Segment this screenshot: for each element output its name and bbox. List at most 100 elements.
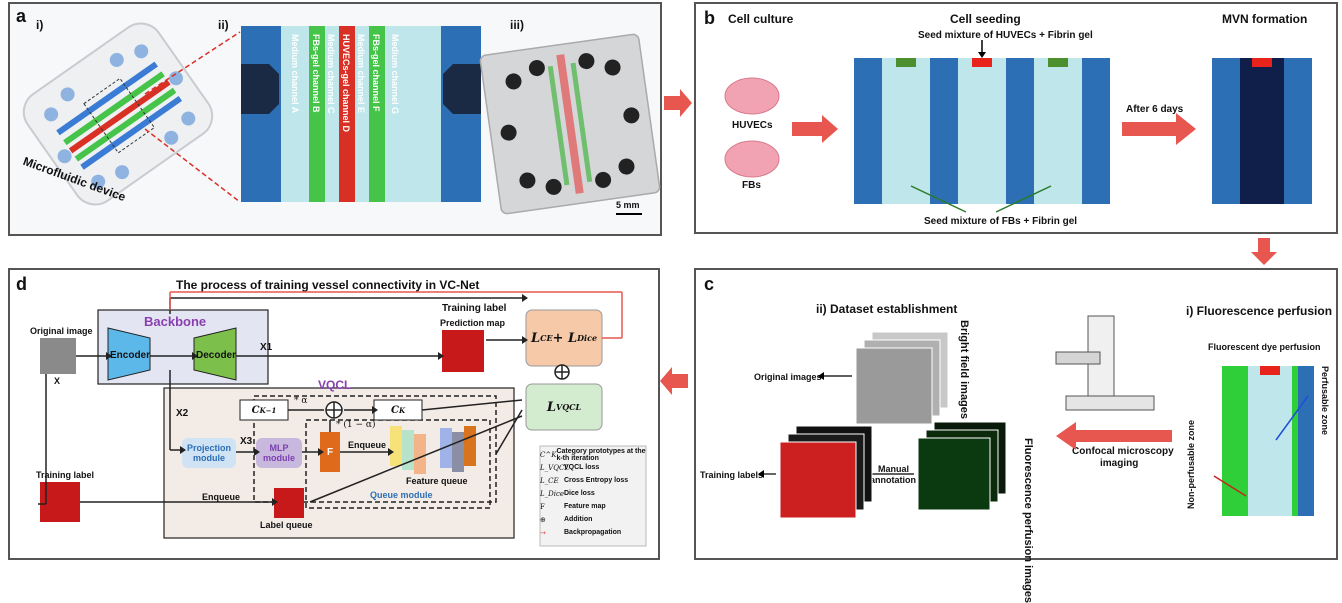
- legend-item: C^K Category prototypes at the k-th iter…: [540, 447, 646, 462]
- ck1-text: C: [251, 404, 260, 416]
- channel-label-g: Medium channel G: [390, 34, 400, 115]
- enqueue-label-1: Enqueue: [348, 440, 387, 450]
- loss-main-l1: L: [530, 330, 541, 346]
- seed-huvec-label: Seed mixture of HUVECs + Fibrin gel: [918, 30, 1093, 41]
- legend-item: F Feature map: [540, 500, 646, 513]
- alpha-label: * α: [294, 396, 308, 406]
- panel-b-label: b: [704, 8, 715, 28]
- after-days-label: After 6 days: [1126, 104, 1184, 115]
- x-label: X: [54, 376, 61, 386]
- training-labels-label: Training labels: [700, 470, 764, 480]
- channel-label-a: Medium channel A: [290, 34, 300, 114]
- decoder-label: Decoder: [196, 350, 237, 361]
- loss-main-plus: + L: [552, 330, 578, 346]
- panel-d-title: The process of training vessel connectiv…: [176, 278, 480, 292]
- training-label-top: Training label: [442, 303, 507, 314]
- loss-main: L CE + L Dice: [526, 310, 602, 366]
- legend-symbol: L_CE: [540, 476, 559, 485]
- legend-item: ⊕ Addition: [540, 513, 646, 526]
- legend-symbol: →: [540, 528, 546, 537]
- legend-item: → Backpropagation: [540, 526, 646, 539]
- projection-text-1: Projection: [186, 443, 231, 453]
- panel-arrows: [660, 89, 1277, 395]
- legend-desc: Backpropagation: [564, 529, 622, 536]
- legend-desc: Addition: [564, 516, 593, 523]
- loss-main-sub1: CE: [540, 333, 553, 343]
- legend-item: L_Dice Dice loss: [540, 487, 646, 500]
- mvn-formation-title: MVN formation: [1222, 12, 1308, 26]
- huvecs-label: HUVECs: [732, 120, 773, 131]
- vqcl-label: VQCL: [318, 378, 352, 392]
- panel-a-sub-i: i): [36, 18, 44, 32]
- legend-symbol: C^K: [540, 450, 557, 459]
- label-queue-label: Label queue: [260, 520, 313, 530]
- queue-module-label: Queue module: [370, 490, 433, 500]
- panel-c: c ii) Dataset establishment i) Fluoresce…: [694, 268, 1338, 603]
- feature-queue-label: Feature queue: [406, 476, 468, 486]
- loss-vqcl-sub: VQCL: [555, 402, 582, 412]
- manual-label-2: annotation: [870, 475, 916, 485]
- backbone-label: Backbone: [144, 314, 207, 329]
- ck-text: C: [390, 404, 399, 416]
- legend-desc: Category prototypes at the k-th iteratio…: [556, 447, 646, 462]
- cell-seeding-illustration: [724, 40, 1312, 213]
- panel-a-sub-iii: iii): [510, 18, 524, 32]
- cell-seeding-title: Cell seeding: [950, 12, 1021, 26]
- legend-desc: Feature map: [564, 503, 606, 510]
- legend-desc: VQCL loss: [564, 464, 600, 471]
- panel-c-label: c: [704, 274, 715, 294]
- panel-d-label: d: [16, 274, 27, 294]
- mlp-text-2: module: [262, 453, 295, 463]
- panel-a-sub-ii: ii): [218, 18, 229, 32]
- confocal-label-2: imaging: [1100, 458, 1139, 469]
- fbs-label: FBs: [742, 180, 761, 191]
- perfusable-zone-label: Perfusable zone: [1320, 366, 1330, 436]
- one-minus-alpha-label: * (1 − α): [336, 420, 376, 430]
- original-image-label: Original image: [30, 326, 93, 336]
- cell-culture-title: Cell culture: [728, 12, 794, 26]
- panel-a-label: a: [16, 6, 27, 26]
- perfusion-title: i) Fluorescence perfusion: [1186, 304, 1333, 318]
- vcnet-diagram: [38, 291, 647, 547]
- legend-symbol: F: [540, 502, 545, 511]
- mlp-module: MLP module: [256, 438, 302, 468]
- legend-desc: Cross Entropy loss: [564, 477, 629, 484]
- legend-symbol: L_VQCL: [540, 463, 569, 472]
- legend-symbol: L_Dice: [540, 489, 565, 498]
- prediction-map-label: Prediction map: [440, 318, 506, 328]
- dataset-title: ii) Dataset establishment: [816, 302, 958, 316]
- x1-label: X1: [260, 342, 273, 353]
- legend-desc: Dice loss: [564, 490, 595, 497]
- panel-a: a i) ii) iii): [8, 2, 662, 236]
- projection-text-2: module: [192, 453, 225, 463]
- dye-perfusion-label: Fluorescent dye perfusion: [1208, 342, 1321, 352]
- ck-sup: K: [398, 405, 406, 415]
- legend: C^K Category prototypes at the k-th iter…: [540, 448, 646, 539]
- channel-label-b: FBs-gel channel B: [311, 34, 321, 113]
- panel-d: d The process of training vessel connect…: [8, 268, 660, 560]
- channel-label-d: HUVECs-gel channel D: [341, 34, 351, 133]
- channel-label-f: FBs-gel channel F: [371, 34, 381, 112]
- projection-module: Projection module: [182, 438, 236, 468]
- fluor-images-label: Fluorescence perfusion images: [1022, 438, 1034, 603]
- ck1-box: C K−1: [240, 400, 288, 420]
- loss-vqcl-l: L: [546, 399, 556, 415]
- original-images-label: Original images: [754, 372, 822, 382]
- x3-label: X3: [240, 436, 253, 447]
- loss-vqcl: L VQCL: [526, 384, 602, 430]
- seed-fbs-label: Seed mixture of FBs + Fibrin gel: [924, 216, 1078, 227]
- device-illustration: [22, 22, 661, 215]
- channel-label-c: Medium channel C: [326, 34, 336, 114]
- legend-symbol: ⊕: [540, 515, 546, 524]
- legend-item: L_VQCL VQCL loss: [540, 461, 646, 474]
- bright-field-label: Bright field images: [958, 320, 970, 420]
- ck1-sup: K−1: [259, 405, 277, 415]
- x2-label: X2: [176, 408, 189, 419]
- encoder-label: Encoder: [110, 350, 151, 361]
- confocal-label-1: Confocal microscopy: [1072, 446, 1174, 457]
- mlp-text-1: MLP: [269, 443, 289, 453]
- f-box: F: [320, 432, 340, 472]
- manual-label-1: Manual: [878, 464, 910, 474]
- loss-main-sub2: Dice: [577, 333, 598, 343]
